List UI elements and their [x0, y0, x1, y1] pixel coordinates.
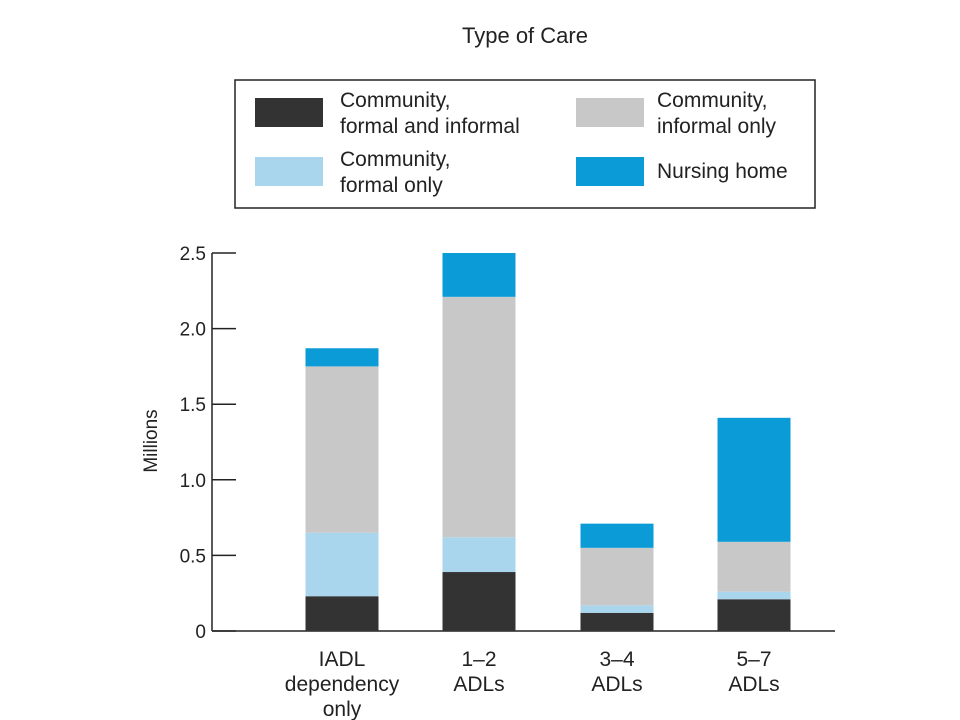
- y-tick-label: 2.0: [180, 320, 206, 341]
- bar-segment: [442, 296, 516, 538]
- bar-segment: [717, 417, 791, 542]
- y-tick-label: 0.5: [180, 546, 206, 567]
- legend-label: Community, informal only: [657, 89, 777, 138]
- x-tick-labels: IADL dependency only 1–2 ADLs 3–4 ADLs 5–7 ADLs: [285, 648, 780, 720]
- bar-segment: [580, 612, 654, 631]
- bar-segment: [580, 523, 654, 548]
- y-tick-label: 1.0: [180, 471, 206, 492]
- bar-segment: [580, 605, 654, 613]
- bar-segment: [305, 366, 379, 533]
- legend-swatch: [255, 157, 323, 186]
- bar-segment: [717, 541, 791, 592]
- bar-segment: [305, 596, 379, 631]
- legend-label: Community, formal only: [340, 148, 450, 197]
- legend-swatch: [255, 98, 323, 127]
- bar-segment: [580, 547, 654, 606]
- y-tick-label: 0: [195, 622, 206, 643]
- legend: Community, formal and informal Community, i…: [255, 89, 788, 197]
- x-tick-label: IADL dependency only: [285, 648, 400, 720]
- bar-segment: [442, 253, 516, 297]
- axes: 0 0.5 1.0 1.5 2.0 2.5: [180, 244, 835, 643]
- y-tick-label: 1.5: [180, 395, 206, 416]
- legend-box: [234, 79, 816, 209]
- y-tick-label: 2.5: [180, 244, 206, 265]
- x-tick-label: 3–4 ADLs: [591, 648, 642, 696]
- legend-swatch: [576, 98, 644, 127]
- bar-segment: [305, 348, 379, 367]
- bar-segment: [442, 572, 516, 631]
- bar-segment: [305, 532, 379, 597]
- bars: [305, 253, 791, 631]
- bar-segment: [442, 537, 516, 573]
- legend-label: Community, formal and informal: [340, 89, 520, 138]
- chart-title: Type of Care: [462, 23, 588, 48]
- legend-swatch: [576, 157, 644, 186]
- x-tick-label: 1–2 ADLs: [453, 648, 504, 696]
- x-tick-label: 5–7 ADLs: [728, 648, 779, 696]
- legend-label: Nursing home: [657, 160, 788, 183]
- bar-segment: [717, 591, 791, 600]
- y-axis-label: Millions: [141, 409, 162, 472]
- bar-segment: [717, 599, 791, 631]
